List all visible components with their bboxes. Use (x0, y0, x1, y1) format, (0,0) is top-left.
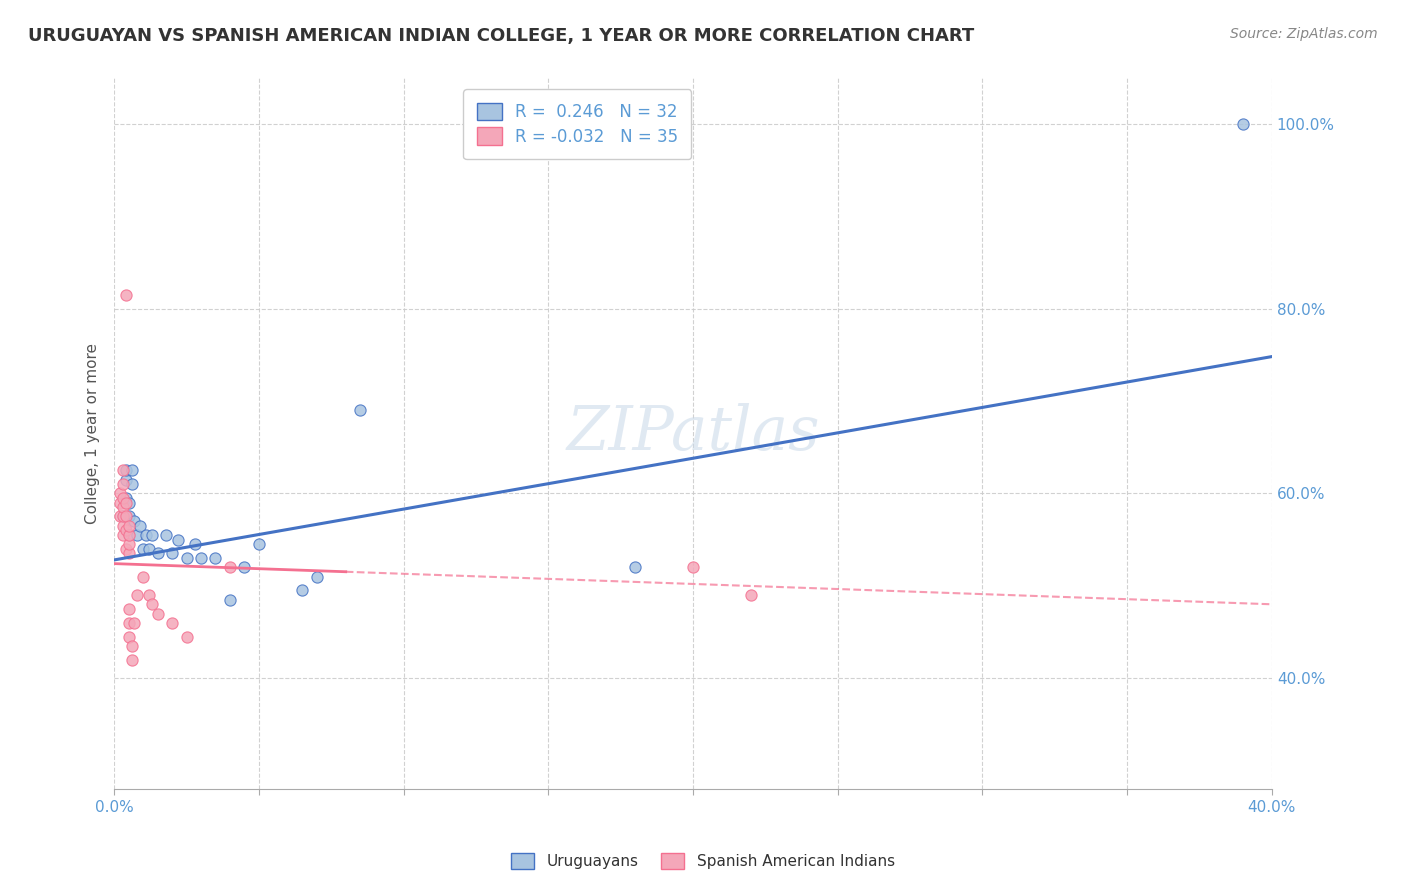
Point (204, 551, 226, 566)
Point (176, 551, 198, 566)
Point (740, 588, 762, 602)
Point (155, 528, 177, 542)
Point (129, 518, 152, 533)
Point (176, 630, 198, 644)
Point (114, 541, 136, 556)
Point (118, 615, 141, 630)
Point (124, 514, 146, 528)
Point (1232, 117, 1254, 131)
Point (118, 546, 141, 560)
Point (624, 560, 647, 574)
Point (121, 653, 143, 667)
Point (135, 528, 157, 542)
Point (233, 560, 256, 574)
Point (132, 569, 155, 583)
Point (682, 560, 704, 574)
Point (160, 546, 183, 560)
Text: Source: ZipAtlas.com: Source: ZipAtlas.com (1230, 27, 1378, 41)
Y-axis label: College, 1 year or more: College, 1 year or more (86, 343, 100, 524)
Point (114, 463, 136, 477)
Point (108, 495, 131, 509)
Point (219, 560, 242, 574)
Point (118, 630, 141, 644)
Point (111, 509, 134, 524)
Point (138, 588, 160, 602)
Point (108, 509, 131, 524)
Point (291, 583, 314, 598)
Point (111, 518, 134, 533)
Point (114, 287, 136, 301)
Point (141, 528, 163, 542)
Point (121, 639, 143, 653)
Point (132, 541, 155, 556)
Point (118, 537, 141, 551)
Point (118, 528, 141, 542)
Point (121, 477, 143, 491)
Point (111, 477, 134, 491)
Point (141, 597, 163, 611)
Point (219, 592, 242, 607)
Point (160, 615, 183, 630)
Point (184, 537, 207, 551)
Point (138, 541, 160, 556)
Point (118, 495, 141, 509)
Legend: R =  0.246   N = 32, R = -0.032   N = 35: R = 0.246 N = 32, R = -0.032 N = 35 (463, 89, 692, 159)
Legend: Uruguayans, Spanish American Indians: Uruguayans, Spanish American Indians (505, 847, 901, 875)
Point (111, 509, 134, 524)
Point (118, 602, 141, 616)
Point (118, 509, 141, 524)
Point (124, 615, 146, 630)
Point (146, 607, 169, 621)
Point (121, 463, 143, 477)
Point (114, 524, 136, 538)
Text: URUGUAYAN VS SPANISH AMERICAN INDIAN COLLEGE, 1 YEAR OR MORE CORRELATION CHART: URUGUAYAN VS SPANISH AMERICAN INDIAN COL… (28, 27, 974, 45)
Point (146, 546, 169, 560)
Point (111, 500, 134, 515)
Point (305, 569, 328, 583)
Text: ZIPatlas: ZIPatlas (567, 403, 820, 463)
Point (127, 588, 149, 602)
Point (114, 495, 136, 509)
Point (114, 491, 136, 505)
Point (114, 509, 136, 524)
Point (167, 533, 190, 547)
Point (118, 518, 141, 533)
Point (247, 537, 270, 551)
Point (349, 403, 371, 417)
Point (111, 528, 134, 542)
Point (114, 473, 136, 487)
Point (108, 486, 131, 500)
Point (118, 528, 141, 542)
Point (190, 551, 212, 566)
Point (111, 463, 134, 477)
Point (111, 491, 134, 505)
Point (127, 528, 149, 542)
